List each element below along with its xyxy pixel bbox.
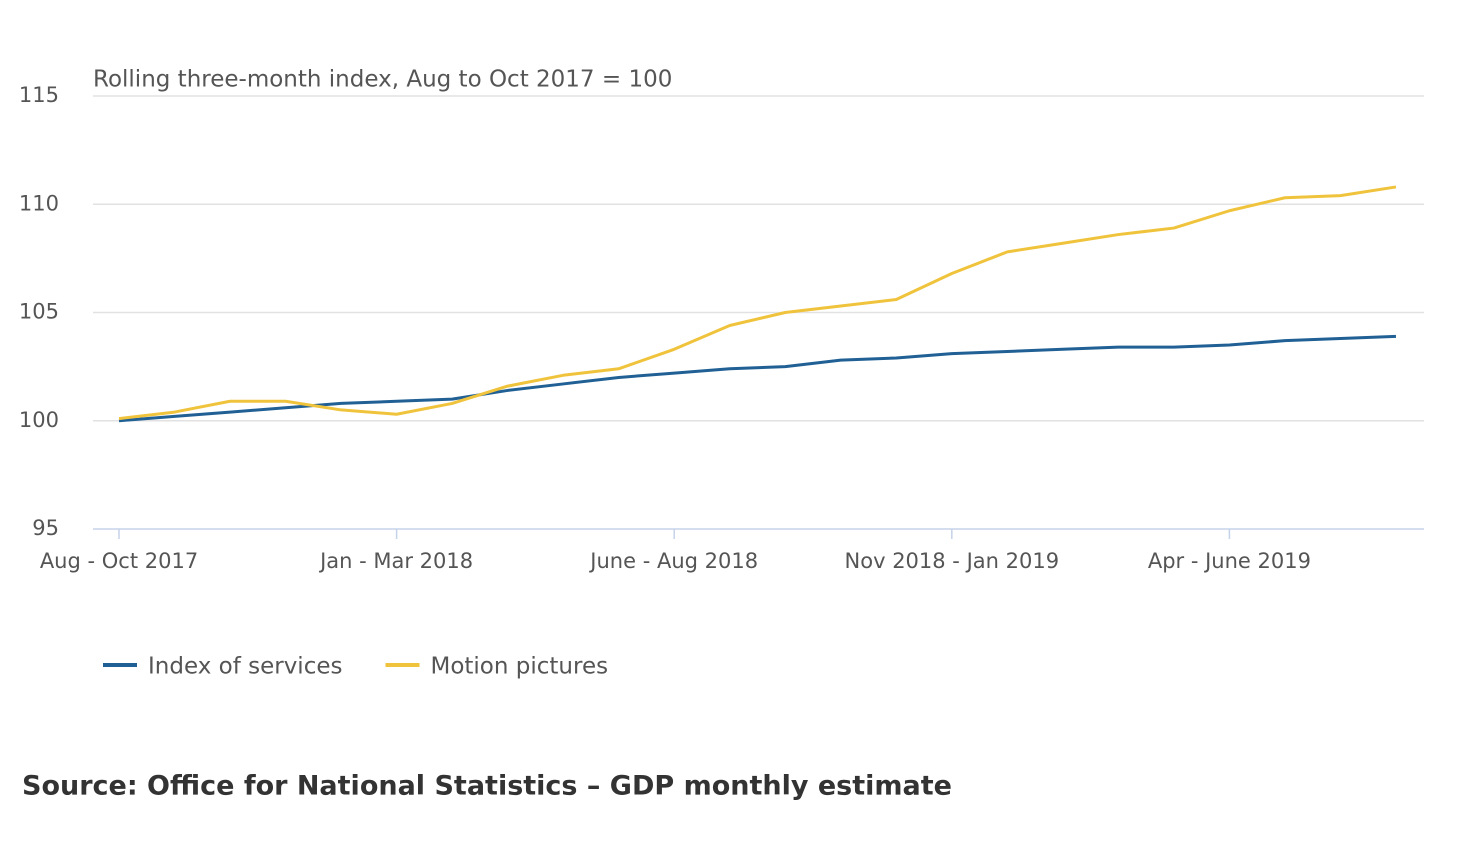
chart-subtitle: Rolling three-month index, Aug to Oct 20…: [93, 67, 672, 93]
y-tick-label: 115: [19, 83, 59, 107]
x-tick-label: Aug - Oct 2017: [40, 549, 198, 573]
y-tick-label: 110: [19, 191, 59, 215]
source: Source: Office for National Statistics –…: [22, 771, 952, 802]
y-tick-label: 105: [19, 300, 59, 324]
legend-label: Motion pictures: [430, 654, 608, 680]
legend-label: Index of services: [148, 654, 342, 680]
x-tick-label: June - Aug 2018: [588, 549, 758, 573]
y-tick-label: 95: [32, 516, 59, 540]
x-tick-label: Nov 2018 - Jan 2019: [845, 549, 1060, 573]
y-tick-label: 100: [19, 408, 59, 432]
x-tick-label: Jan - Mar 2018: [318, 549, 473, 573]
x-tick-label: Apr - June 2019: [1148, 549, 1311, 573]
series-line: [118, 185, 1397, 421]
series-line: [118, 334, 1397, 423]
